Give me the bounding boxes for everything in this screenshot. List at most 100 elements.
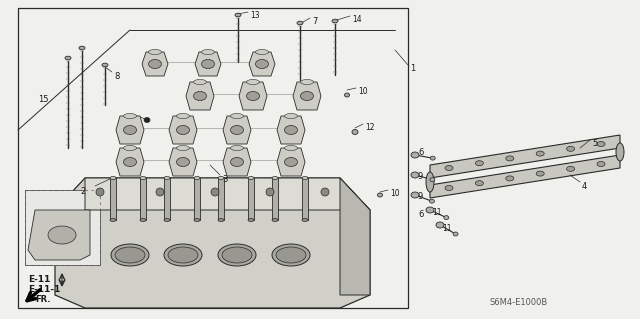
Ellipse shape — [476, 181, 483, 186]
Circle shape — [156, 188, 164, 196]
Ellipse shape — [453, 232, 458, 236]
Ellipse shape — [411, 192, 419, 198]
Ellipse shape — [124, 114, 136, 118]
Ellipse shape — [430, 178, 435, 182]
Ellipse shape — [297, 21, 303, 25]
Bar — [248, 178, 254, 220]
Ellipse shape — [566, 166, 575, 171]
Bar — [218, 178, 224, 220]
Ellipse shape — [597, 142, 605, 146]
Ellipse shape — [276, 247, 306, 263]
Ellipse shape — [194, 219, 200, 221]
Ellipse shape — [445, 186, 453, 190]
Ellipse shape — [536, 171, 544, 176]
Text: 16: 16 — [125, 115, 136, 124]
Ellipse shape — [111, 244, 149, 266]
Ellipse shape — [230, 125, 243, 135]
Ellipse shape — [124, 158, 136, 167]
Ellipse shape — [506, 156, 514, 161]
Ellipse shape — [285, 125, 298, 135]
Polygon shape — [55, 178, 370, 308]
Text: 14: 14 — [352, 15, 362, 24]
Ellipse shape — [302, 176, 308, 180]
Bar — [25, 190, 100, 265]
Polygon shape — [116, 116, 144, 144]
Circle shape — [321, 188, 329, 196]
Text: 11: 11 — [442, 224, 451, 233]
Text: 7: 7 — [312, 17, 317, 26]
Text: FR.: FR. — [35, 295, 51, 304]
Polygon shape — [249, 52, 275, 76]
Polygon shape — [277, 116, 305, 144]
Ellipse shape — [255, 60, 269, 69]
Ellipse shape — [144, 117, 150, 122]
Polygon shape — [85, 178, 370, 210]
Text: 15: 15 — [38, 95, 49, 104]
Ellipse shape — [140, 176, 146, 180]
Bar — [302, 178, 308, 220]
Polygon shape — [340, 178, 370, 295]
Ellipse shape — [506, 176, 514, 181]
Text: 4: 4 — [582, 182, 588, 191]
Polygon shape — [239, 82, 267, 110]
Text: 1: 1 — [410, 64, 415, 73]
Ellipse shape — [124, 125, 136, 135]
Ellipse shape — [148, 49, 161, 55]
Text: 8: 8 — [114, 72, 120, 81]
Text: 6: 6 — [418, 210, 424, 219]
Ellipse shape — [436, 222, 444, 228]
Ellipse shape — [536, 151, 544, 156]
Ellipse shape — [148, 60, 161, 69]
Ellipse shape — [115, 247, 145, 263]
Ellipse shape — [248, 176, 254, 180]
Ellipse shape — [222, 247, 252, 263]
Ellipse shape — [285, 114, 298, 118]
Ellipse shape — [426, 207, 434, 213]
Ellipse shape — [65, 56, 71, 60]
Ellipse shape — [285, 145, 298, 151]
Polygon shape — [142, 52, 168, 76]
Ellipse shape — [302, 219, 308, 221]
Ellipse shape — [177, 158, 189, 167]
Ellipse shape — [194, 176, 200, 180]
Polygon shape — [28, 210, 90, 260]
Circle shape — [96, 188, 104, 196]
Ellipse shape — [301, 79, 314, 85]
Polygon shape — [186, 82, 214, 110]
Polygon shape — [293, 82, 321, 110]
Ellipse shape — [193, 79, 207, 85]
Ellipse shape — [177, 114, 189, 118]
Ellipse shape — [272, 244, 310, 266]
Ellipse shape — [230, 114, 243, 118]
Polygon shape — [169, 148, 197, 176]
Text: 6: 6 — [418, 148, 424, 157]
Text: 9: 9 — [418, 192, 423, 201]
Ellipse shape — [164, 244, 202, 266]
Ellipse shape — [476, 161, 483, 166]
Ellipse shape — [230, 145, 243, 151]
Text: 5: 5 — [592, 139, 597, 148]
Ellipse shape — [177, 125, 189, 135]
Polygon shape — [223, 148, 251, 176]
Ellipse shape — [344, 93, 349, 97]
Ellipse shape — [301, 92, 314, 100]
Bar — [140, 178, 146, 220]
Text: 13: 13 — [250, 11, 260, 20]
Circle shape — [211, 188, 219, 196]
Bar — [18, 8, 408, 308]
Ellipse shape — [235, 13, 241, 17]
Ellipse shape — [445, 166, 453, 170]
Bar — [272, 178, 278, 220]
Ellipse shape — [202, 49, 214, 55]
Ellipse shape — [168, 247, 198, 263]
Ellipse shape — [429, 199, 435, 203]
Ellipse shape — [218, 244, 256, 266]
Ellipse shape — [285, 158, 298, 167]
Polygon shape — [116, 148, 144, 176]
Text: 12: 12 — [365, 123, 374, 132]
Ellipse shape — [411, 152, 419, 158]
Bar — [110, 178, 116, 220]
Ellipse shape — [352, 130, 358, 135]
Ellipse shape — [616, 143, 624, 161]
Ellipse shape — [193, 92, 207, 100]
